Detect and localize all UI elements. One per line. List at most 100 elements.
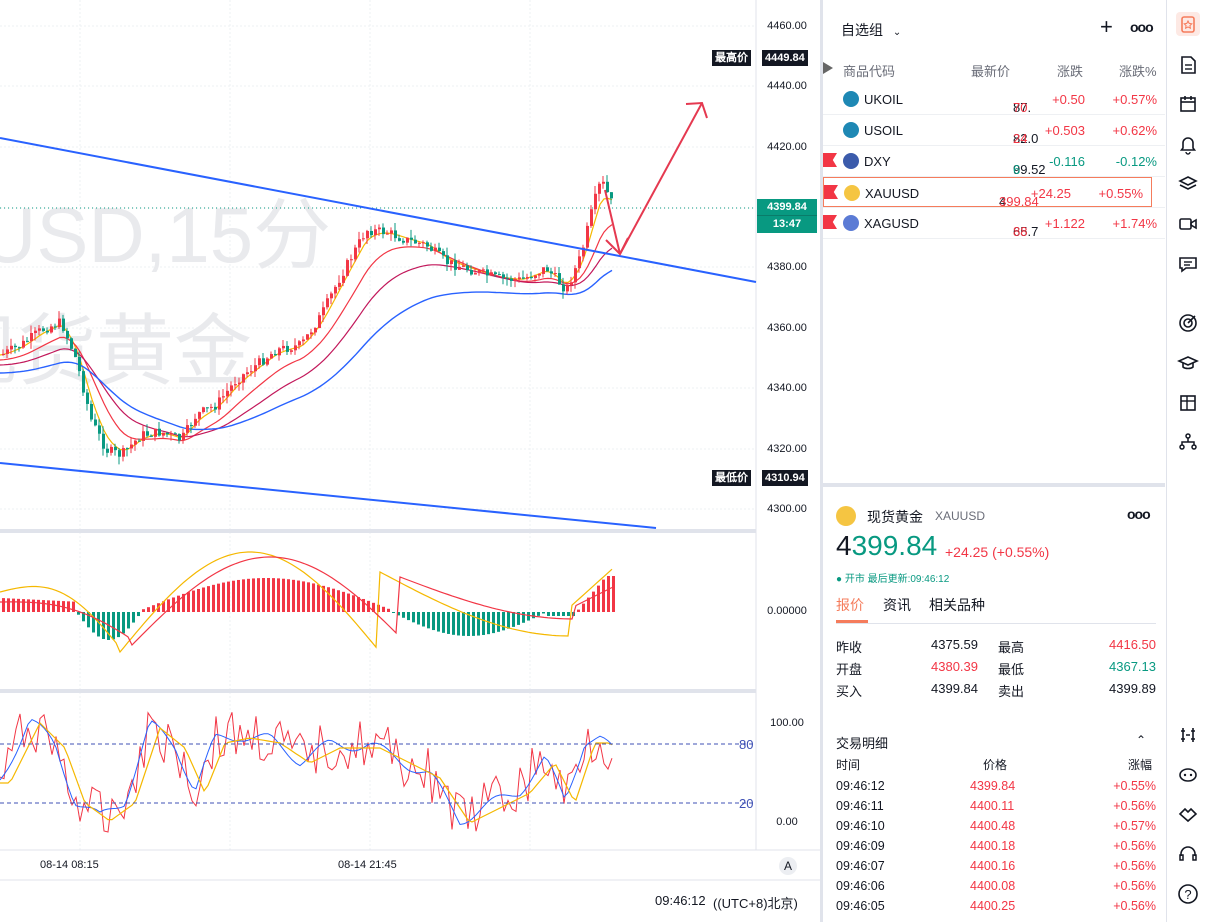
alert-bell-icon[interactable]: [1176, 132, 1200, 156]
macd-bar: [197, 588, 200, 612]
auto-scale-button[interactable]: A: [779, 857, 797, 875]
macd-bar: [427, 612, 430, 629]
macd-bar: [32, 599, 35, 612]
candle-body: [114, 446, 117, 451]
macd-bar: [372, 602, 375, 612]
tab-news[interactable]: 资讯: [883, 597, 911, 613]
macd-bar: [177, 595, 180, 612]
candle-body: [178, 433, 181, 441]
watchlist-icon[interactable]: [1176, 12, 1200, 36]
watermark-name: 现货黄金: [0, 307, 252, 395]
watchlist-row-xagusd[interactable]: XAGUSD 65.7 88 +1.122 +1.74%: [823, 208, 1165, 239]
video-icon[interactable]: [1176, 212, 1200, 236]
candle-body: [22, 340, 25, 348]
trades-header-pct: 涨幅: [1128, 758, 1153, 772]
market-status: ● 开市 最后更新:09:46:12: [836, 574, 950, 585]
macd-bar: [132, 612, 135, 623]
macd-bar: [87, 612, 90, 628]
bot-icon[interactable]: [1176, 762, 1200, 786]
candle-body: [538, 273, 541, 276]
trade-row: 09:46:07 4400.16 +0.56%: [836, 859, 1156, 879]
data-window-icon[interactable]: [1176, 723, 1200, 747]
calendar-icon[interactable]: [1176, 92, 1200, 116]
candle-body: [470, 270, 473, 275]
help-icon[interactable]: ?: [1176, 882, 1200, 906]
macd-bar: [302, 581, 305, 612]
macd-bar: [467, 612, 470, 636]
watchlist-row-ukoil[interactable]: UKOIL 87. 70 +0.50 +0.57%: [823, 84, 1165, 115]
tree-icon[interactable]: [1176, 430, 1200, 454]
oil-icon: [843, 91, 859, 107]
macd-bar: [267, 578, 270, 612]
candle-body: [422, 242, 425, 244]
header-change[interactable]: 涨跌: [1057, 64, 1084, 79]
lower-trendline[interactable]: [0, 462, 657, 529]
macd-bar: [362, 598, 365, 612]
detail-change: +24.25 (+0.55%): [945, 544, 1050, 560]
candle-body: [502, 274, 505, 278]
candle-body: [274, 354, 277, 356]
candle-body: [570, 282, 573, 285]
header-last[interactable]: 最新价: [971, 64, 1011, 79]
header-code[interactable]: 商品代码: [843, 64, 896, 79]
price-axis-label: 4420.00: [767, 141, 807, 153]
change: +1.122: [1044, 216, 1085, 231]
news-icon[interactable]: [1176, 53, 1200, 77]
candle-body: [286, 345, 289, 352]
watchlist-row-xauusd[interactable]: XAUUSD 4 399.84 +24.25 +0.55%: [823, 177, 1152, 209]
handshake-icon[interactable]: [1176, 802, 1200, 826]
header-change-pct[interactable]: 涨跌%: [1119, 64, 1157, 79]
candle-body: [454, 260, 457, 270]
candle-body: [154, 428, 157, 437]
flag-icon[interactable]: [824, 185, 838, 199]
macd-bar: [382, 606, 385, 612]
watchlist-row-usoil[interactable]: USOIL 82.0 24 +0.503 +0.62%: [823, 115, 1165, 146]
layers-icon[interactable]: [1176, 172, 1200, 196]
macd-bar: [272, 578, 275, 612]
candle-body: [234, 384, 237, 386]
support-headset-icon[interactable]: [1176, 842, 1200, 866]
watchlist-row-dxy[interactable]: DXY 99.52 6 -0.116 -0.12%: [823, 146, 1165, 177]
candle-body: [122, 448, 125, 457]
watchlist-more-button[interactable]: ooo: [1130, 19, 1154, 35]
high-price-label: 最高价: [712, 50, 751, 66]
watchlist-selector[interactable]: 自选组 ⌄: [841, 20, 901, 40]
macd-bar: [522, 612, 525, 623]
timezone-button[interactable]: ((UTC+8)北京): [713, 896, 798, 911]
chart-area[interactable]: USD,15分 现货黄金 4460.00 4440.00 4420.00 438…: [0, 0, 820, 922]
macd-zero-label: 0.00000: [767, 605, 807, 617]
projection-arrows[interactable]: [604, 101, 708, 256]
macd-bar: [207, 586, 210, 612]
target-icon[interactable]: [1176, 311, 1200, 335]
education-icon[interactable]: [1176, 351, 1200, 375]
candle-body: [6, 349, 9, 354]
detail-more-button[interactable]: ooo: [1127, 506, 1151, 522]
table-icon[interactable]: [1176, 391, 1200, 415]
collapse-icon[interactable]: ⌃: [1136, 733, 1147, 747]
flag-icon[interactable]: [823, 153, 837, 167]
macd-bar: [37, 599, 40, 612]
macd-bar: [217, 583, 220, 612]
candle-body: [146, 431, 149, 436]
candle-body: [466, 265, 469, 271]
macd-bar: [202, 587, 205, 612]
macd-bar: [222, 582, 225, 612]
right-panel: 自选组 ⌄ + ooo 商品代码 最新价 涨跌 涨跌% UKOIL 87. 70 +0…: [823, 0, 1165, 922]
flag-icon[interactable]: [823, 215, 837, 229]
candle-body: [78, 356, 81, 372]
macd-bar: [17, 598, 20, 612]
macd-bar: [607, 576, 610, 612]
candle-body: [374, 229, 377, 236]
macd-bar: [152, 605, 155, 612]
tab-quote[interactable]: 报价: [836, 597, 864, 613]
price-chart[interactable]: USD,15分 现货黄金: [0, 0, 820, 922]
tab-related[interactable]: 相关品种: [929, 597, 985, 613]
macd-bar: [312, 583, 315, 612]
macd-bar: [597, 585, 600, 612]
upper-trendline[interactable]: [0, 137, 757, 283]
macd-bar: [72, 601, 75, 612]
add-symbol-button[interactable]: +: [1100, 14, 1113, 39]
candle-body: [270, 354, 273, 359]
macd-bar: [112, 612, 115, 640]
chat-icon[interactable]: [1176, 252, 1200, 276]
